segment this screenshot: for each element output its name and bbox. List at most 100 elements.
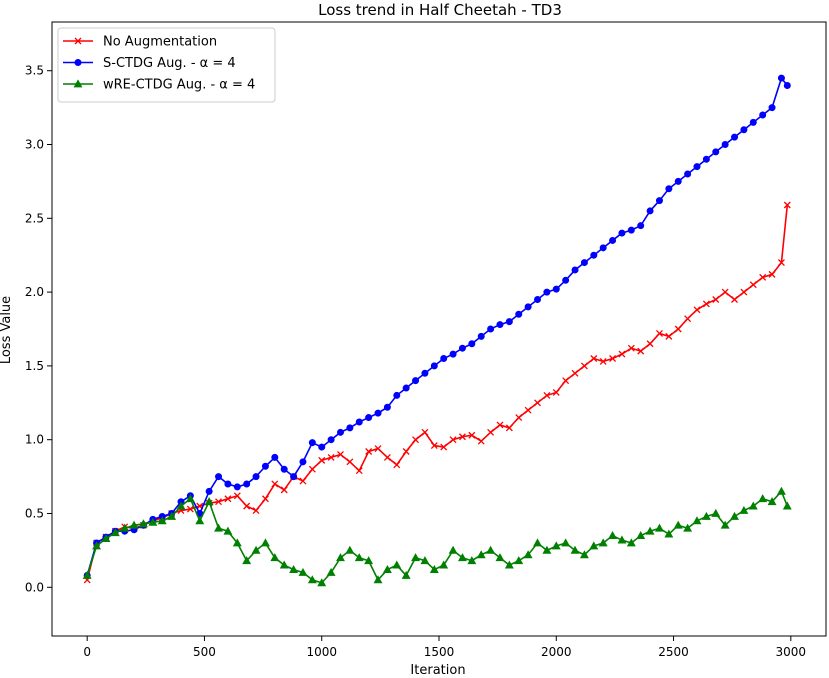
data-point-s-ctdg <box>290 473 298 481</box>
data-point-no-augmentation <box>430 442 438 450</box>
data-point-wre-ctdg <box>354 553 364 562</box>
data-point-wre-ctdg <box>523 550 533 559</box>
data-point-wre-ctdg <box>486 545 496 554</box>
x-axis-label: Iteration <box>410 663 465 678</box>
data-point-s-ctdg <box>308 439 316 447</box>
data-point-wre-ctdg <box>270 553 280 562</box>
data-point-s-ctdg <box>665 185 673 193</box>
data-point-wre-ctdg <box>439 560 449 569</box>
data-point-no-augmentation <box>731 296 738 303</box>
data-point-no-augmentation <box>505 424 513 432</box>
data-point-s-ctdg <box>383 403 391 411</box>
data-point-no-augmentation <box>402 448 410 455</box>
data-point-wre-ctdg <box>730 511 739 520</box>
data-point-s-ctdg <box>271 453 279 461</box>
data-point-s-ctdg <box>740 126 748 134</box>
data-point-wre-ctdg <box>420 556 430 565</box>
data-point-s-ctdg <box>759 111 767 119</box>
data-point-no-augmentation <box>721 288 729 296</box>
data-point-no-augmentation <box>393 461 401 469</box>
data-point-wre-ctdg <box>626 538 636 547</box>
data-point-s-ctdg <box>327 436 335 444</box>
data-point-wre-ctdg <box>364 556 374 565</box>
data-point-no-augmentation <box>327 453 335 461</box>
data-point-wre-ctdg <box>542 545 552 554</box>
y-tick-label: 0.0 <box>25 580 44 594</box>
data-point-s-ctdg <box>627 226 635 234</box>
series-wre-ctdg <box>82 486 792 587</box>
data-point-wre-ctdg <box>514 556 524 565</box>
data-point-s-ctdg <box>777 74 785 82</box>
legend-box <box>57 27 276 103</box>
data-point-s-ctdg <box>440 355 448 363</box>
data-point-wre-ctdg <box>110 528 120 537</box>
series-s-ctdg <box>83 74 791 579</box>
data-point-wre-ctdg <box>617 535 627 544</box>
data-point-wre-ctdg <box>701 511 711 520</box>
data-point-no-augmentation <box>365 448 373 455</box>
data-point-s-ctdg <box>421 369 429 377</box>
y-axis-label: Loss Value <box>0 296 14 364</box>
data-point-wre-ctdg <box>336 553 345 562</box>
data-point-s-ctdg <box>449 350 457 358</box>
series-line-wre-ctdg <box>86 489 789 584</box>
data-point-wre-ctdg <box>645 526 655 535</box>
legend-swatch-marker <box>74 37 82 45</box>
data-point-wre-ctdg <box>748 501 758 510</box>
data-point-wre-ctdg <box>720 520 730 529</box>
data-point-s-ctdg <box>721 141 729 149</box>
data-point-no-augmentation <box>280 486 288 494</box>
data-point-wre-ctdg <box>298 567 308 576</box>
data-point-no-augmentation <box>590 355 598 362</box>
data-point-wre-ctdg <box>711 508 721 517</box>
y-axis-ticks: 0.0 0.5 1.0 1.5 2.0 2.5 3.0 3.5 <box>25 64 52 594</box>
data-point-no-augmentation <box>496 421 504 429</box>
data-point-wre-ctdg <box>214 523 223 532</box>
data-point-wre-ctdg <box>251 545 261 554</box>
data-point-wre-ctdg <box>551 541 561 550</box>
data-point-wre-ctdg <box>289 564 299 573</box>
legend-item-s-ctdg: S-CTDG Aug. - α = 4 <box>63 56 236 71</box>
data-point-no-augmentation <box>646 340 654 348</box>
data-point-no-augmentation <box>421 428 429 436</box>
data-point-s-ctdg <box>684 170 692 178</box>
data-point-wre-ctdg <box>148 517 158 526</box>
data-point-no-augmentation <box>271 480 279 488</box>
legend-item-wre-ctdg: wRE-CTDG Aug. - α = 4 <box>63 78 255 93</box>
data-point-no-augmentation <box>599 358 607 365</box>
data-point-s-ctdg <box>609 236 617 244</box>
data-point-wre-ctdg <box>92 541 102 550</box>
data-point-no-augmentation <box>759 273 767 281</box>
data-point-s-ctdg <box>646 207 654 215</box>
data-point-wre-ctdg <box>533 538 542 547</box>
data-point-no-augmentation <box>308 465 316 473</box>
data-point-no-augmentation <box>580 362 588 370</box>
data-point-s-ctdg <box>702 155 710 163</box>
data-point-no-augmentation <box>318 456 326 464</box>
data-point-s-ctdg <box>524 303 532 311</box>
data-point-wre-ctdg <box>782 501 792 510</box>
data-point-wre-ctdg <box>692 516 702 525</box>
y-tick-label: 3.5 <box>25 64 44 78</box>
data-point-no-augmentation <box>712 296 720 303</box>
data-point-no-augmentation <box>458 433 466 441</box>
y-tick-label: 0.5 <box>25 506 44 520</box>
data-point-wre-ctdg <box>579 550 589 559</box>
data-point-no-augmentation <box>562 377 570 385</box>
data-point-wre-ctdg <box>373 575 383 584</box>
data-point-wre-ctdg <box>120 523 130 532</box>
data-point-no-augmentation <box>656 329 663 337</box>
data-point-s-ctdg <box>252 473 260 481</box>
data-point-wre-ctdg <box>683 523 693 532</box>
data-point-no-augmentation <box>768 270 776 278</box>
data-point-s-ctdg <box>412 377 420 385</box>
data-point-wre-ctdg <box>476 550 486 559</box>
data-point-no-augmentation <box>524 406 532 414</box>
data-point-s-ctdg <box>299 458 307 466</box>
data-point-wre-ctdg <box>767 497 777 506</box>
data-point-s-ctdg <box>674 177 682 185</box>
data-point-wre-ctdg <box>185 494 195 503</box>
data-point-wre-ctdg <box>458 553 467 562</box>
data-point-no-augmentation <box>252 507 260 515</box>
